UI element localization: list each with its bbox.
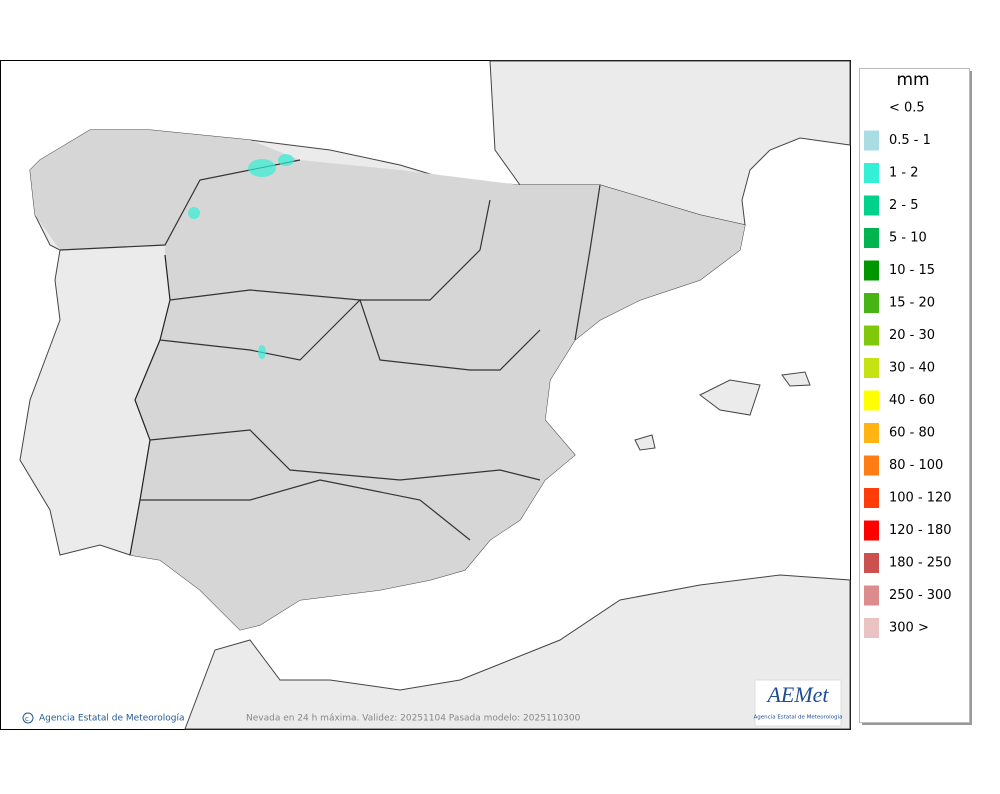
legend-label: 60 - 80 — [889, 426, 935, 441]
legend-swatch — [864, 488, 879, 508]
legend-swatch — [864, 98, 879, 118]
legend-swatch — [864, 553, 879, 573]
legend-label: 0.5 - 1 — [889, 133, 931, 148]
snow-patches — [188, 154, 294, 359]
legend-label: 2 - 5 — [889, 198, 919, 213]
legend-swatch — [864, 163, 879, 183]
spain-north-relief — [30, 130, 300, 250]
menorca — [781, 371, 811, 387]
mallorca — [699, 379, 761, 416]
legend-title: mm — [896, 70, 929, 90]
legend-label: 180 - 250 — [889, 556, 952, 571]
legend-swatch — [864, 130, 879, 151]
legend-label: 15 - 20 — [889, 296, 935, 311]
legend-swatch — [864, 455, 879, 476]
legend-label: 10 - 15 — [889, 263, 935, 278]
legend-label: 40 - 60 — [889, 393, 935, 408]
legend-label: 1 - 2 — [889, 166, 919, 181]
legend-swatch — [864, 325, 879, 346]
legend: mm < 0.5 0.5 - 1 1 - 2 2 - 5 5 - 10 10 - 15 15… — [859, 68, 972, 725]
copyright-icon — [22, 712, 34, 724]
legend-swatch — [864, 390, 879, 411]
legend-swatch — [864, 260, 879, 281]
legend-label: 5 - 10 — [889, 231, 927, 246]
legend-label: 80 - 100 — [889, 458, 943, 473]
region-borders — [59, 159, 601, 541]
legend-swatch — [864, 358, 879, 378]
legend-swatch — [864, 293, 879, 313]
logo-box — [754, 679, 842, 727]
legend-label: 250 - 300 — [889, 588, 952, 603]
legend-label: 120 - 180 — [889, 523, 952, 538]
legend-label: 30 - 40 — [889, 361, 935, 376]
caption: Nevada en 24 h máxima. Validez: 20251104… — [246, 714, 581, 724]
legend-swatch — [864, 228, 879, 248]
legend-swatch — [864, 423, 879, 443]
legend-label: 100 - 120 — [889, 491, 952, 506]
legend-label: 20 - 30 — [889, 328, 935, 343]
logo-subtitle: Agencia Estatal de Meteorología — [754, 714, 843, 721]
legend-label: 300 > — [889, 621, 929, 636]
ibiza — [634, 434, 656, 451]
legend-swatch — [864, 618, 879, 638]
africa — [184, 574, 851, 730]
legend-swatch — [864, 585, 879, 606]
logo-name: AEMet — [765, 682, 829, 707]
credit: Agencia Estatal de Meteorología — [39, 714, 185, 724]
legend-swatch — [864, 520, 879, 541]
copyright-c: c — [25, 715, 29, 723]
spain-relief — [130, 160, 745, 630]
legend-swatch — [864, 195, 879, 216]
map: c Agencia Estatal de Meteorología Nevada… — [0, 60, 851, 730]
legend-label: < 0.5 — [889, 101, 925, 116]
